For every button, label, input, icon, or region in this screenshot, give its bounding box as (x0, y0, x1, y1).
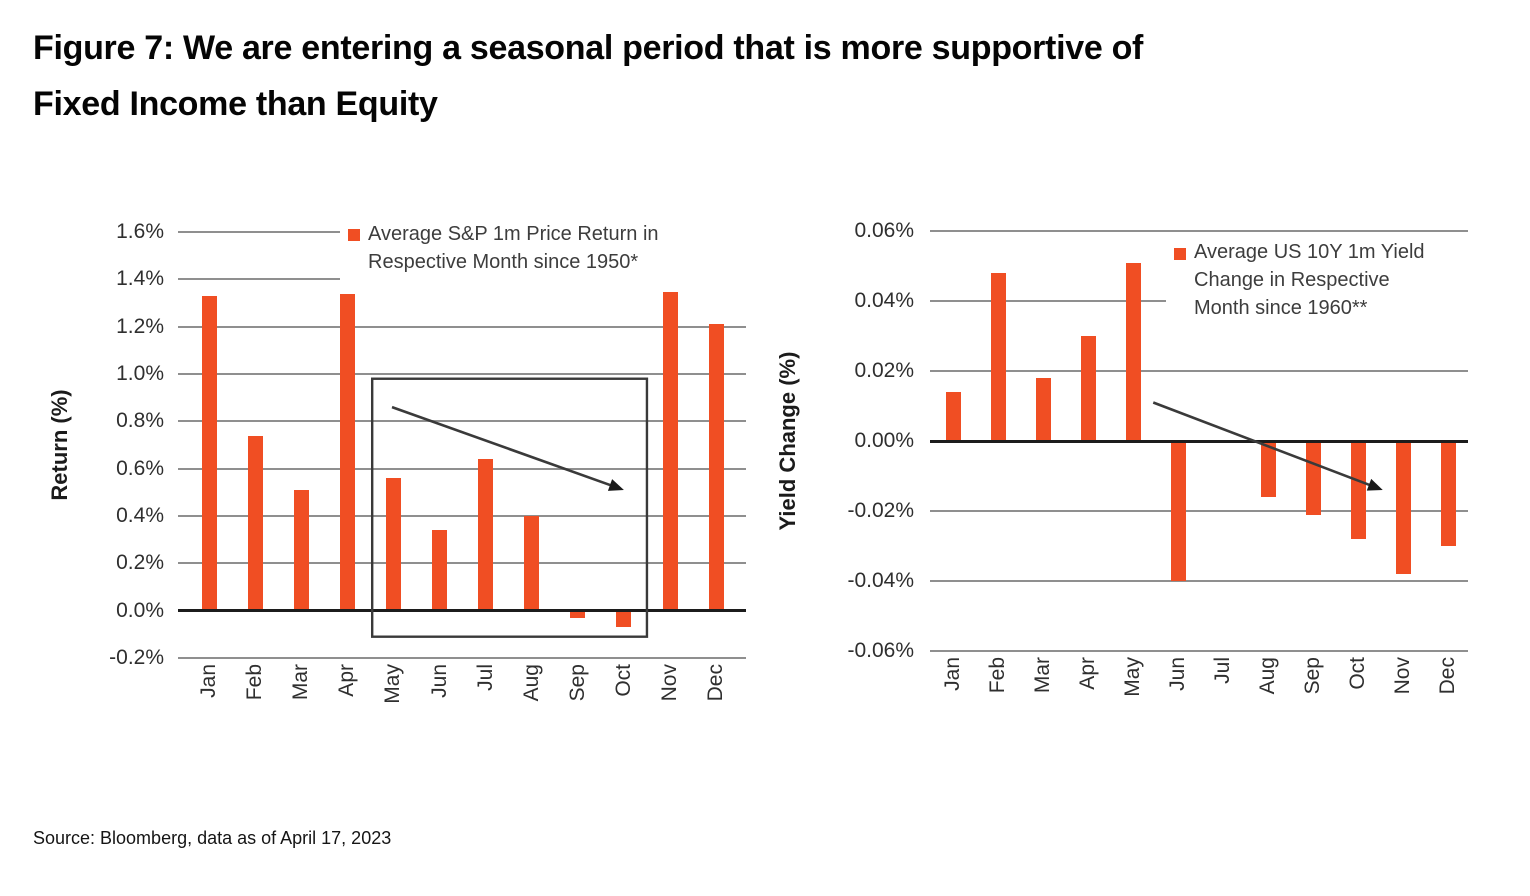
bar-Feb (990, 273, 1006, 441)
y-tick-label: 0.2% (116, 551, 164, 575)
figure-title-line1: Figure 7: We are entering a seasonal per… (33, 29, 1144, 67)
legend: Average US 10Y 1m Yield Change in Respect… (1166, 234, 1480, 328)
x-tick-label-Feb: Feb (986, 657, 1009, 694)
x-tick-label-Sep: Sep (1301, 657, 1324, 695)
x-tick-label-Jun: Jun (1166, 657, 1189, 691)
gridline (178, 325, 746, 328)
bar-Oct (1350, 441, 1366, 539)
y-tick-label: 0.02% (854, 359, 914, 382)
bar-Apr (339, 293, 355, 611)
gridline (930, 650, 1468, 652)
bar-Aug (524, 516, 540, 611)
bar-May (1125, 262, 1141, 441)
figure-title-line2: Fixed Income than Equity (33, 85, 438, 123)
bar-Feb (247, 435, 263, 611)
x-tick-label-Jul: Jul (1211, 657, 1234, 684)
x-tick-label-Jul: Jul (473, 664, 497, 691)
x-tick-label-Jun: Jun (427, 664, 451, 698)
y-tick-label: 0.4% (116, 504, 164, 527)
bar-Oct (616, 610, 632, 628)
gridline (178, 420, 746, 423)
bar-Dec (708, 324, 724, 611)
gridline (178, 373, 746, 375)
y-tick-label: 1.6% (116, 220, 164, 243)
y-tick-label: 0.6% (116, 456, 164, 480)
gridline (178, 467, 746, 470)
source-note: Source: Bloomberg, data as of April 17, … (33, 828, 392, 848)
bar-Jan (945, 392, 961, 441)
x-tick-label-Mar: Mar (1031, 657, 1054, 694)
figure-title: Figure 7: We are entering a seasonal per… (33, 20, 1493, 132)
bar-Nov (1395, 441, 1411, 574)
x-tick-label-Feb: Feb (243, 664, 267, 701)
x-tick-label-Aug: Aug (519, 664, 543, 702)
bar-Dec (1440, 441, 1456, 546)
x-tick-label-Nov: Nov (1391, 657, 1414, 695)
x-tick-label-Jan: Jan (197, 664, 220, 698)
x-tick-label-Dec: Dec (1436, 657, 1459, 695)
bar-Jul (478, 459, 494, 611)
y-axis-title: Return (%) (47, 389, 72, 501)
bar-Jan (201, 295, 217, 611)
x-tick-label-Dec: Dec (704, 664, 728, 702)
gridline (930, 370, 1468, 372)
gridline (930, 580, 1468, 582)
y-tick-label: 0.00% (854, 429, 914, 452)
x-tick-label-Aug: Aug (1256, 657, 1279, 695)
x-tick-label-Oct: Oct (1346, 657, 1369, 690)
y-tick-label: 0.8% (116, 409, 164, 433)
x-tick-label-Oct: Oct (611, 664, 635, 697)
x-tick-label-Mar: Mar (289, 664, 313, 701)
bar-Jun (1170, 441, 1186, 581)
y-axis-title: Yield Change (%) (775, 351, 800, 531)
y-tick-label: 1.4% (116, 267, 164, 291)
gridline (930, 510, 1468, 512)
y-tick-label: -0.02% (847, 499, 914, 522)
bar-Aug (1260, 441, 1276, 497)
y-tick-label: 0.04% (854, 289, 914, 312)
x-tick-label-Apr: Apr (335, 664, 359, 697)
y-tick-label: 0.06% (854, 219, 914, 242)
legend-swatch-icon (1174, 248, 1186, 260)
x-tick-label-May: May (381, 664, 405, 704)
zero-axis-line (930, 439, 1468, 443)
gridline (178, 562, 746, 565)
y-tick-label: -0.2% (109, 646, 164, 669)
zero-axis-line (178, 609, 746, 613)
bar-May (385, 478, 401, 611)
y-tick-label: 1.0% (116, 362, 164, 385)
gridline (178, 515, 746, 517)
x-tick-label-Sep: Sep (565, 664, 589, 702)
bar-Sep (1305, 441, 1321, 515)
legend-label: Average US 10Y 1m Yield Change in Respect… (1194, 241, 1425, 319)
x-tick-label-Jan: Jan (941, 657, 964, 691)
bar-Mar (1035, 378, 1051, 441)
x-tick-label-Apr: Apr (1076, 657, 1099, 690)
y-tick-label: -0.06% (847, 639, 914, 662)
x-tick-label-May: May (1121, 657, 1144, 697)
legend-swatch-icon (348, 229, 360, 241)
bar-Nov (662, 288, 678, 611)
gridline (930, 230, 1468, 232)
sp500-seasonal-return-plot-area: 1.6% 1.4% 1.2% 1.0% 0.8% 0.6% 0.4% 0.2% 0.0% -0.2… (47, 220, 746, 704)
bar-Apr (1080, 336, 1096, 441)
gridline (178, 657, 746, 659)
legend-label: Average S&P 1m Price Return in Respective… (368, 223, 659, 273)
x-tick-label-Nov: Nov (658, 664, 681, 702)
legend: Average S&P 1m Price Return in Respective… (340, 214, 746, 292)
bar-Jun (432, 530, 447, 611)
bar-Mar (293, 489, 309, 611)
y-tick-label: 1.2% (116, 314, 164, 338)
y-tick-label: -0.04% (847, 569, 914, 592)
y-tick-label: 0.0% (116, 598, 164, 622)
